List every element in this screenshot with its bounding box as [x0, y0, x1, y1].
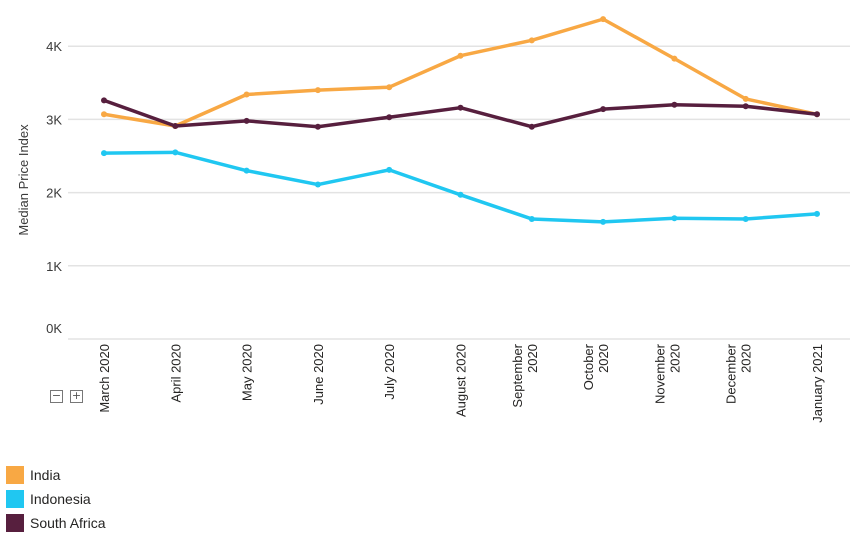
data-point: [101, 111, 107, 118]
collapse-icon[interactable]: −: [50, 389, 63, 403]
data-point: [528, 37, 535, 44]
data-point: [314, 181, 321, 188]
y-axis-label: Median Price Index: [16, 124, 31, 236]
legend-swatch-indonesia: [6, 490, 24, 508]
data-point: [386, 166, 393, 173]
data-point: [742, 103, 749, 110]
data-point: [243, 91, 250, 98]
legend-item-indonesia[interactable]: Indonesia: [6, 487, 106, 511]
data-point: [314, 87, 321, 94]
x-tick-label: March 2020: [97, 344, 112, 413]
expand-icon[interactable]: +: [70, 389, 83, 403]
y-tick-label: 0K: [46, 321, 62, 336]
x-tick-label: June 2020: [311, 344, 326, 405]
data-point: [528, 123, 535, 130]
data-point: [457, 191, 464, 198]
data-point: [671, 101, 678, 108]
x-tick-label: 2020: [667, 344, 682, 373]
data-point: [600, 106, 607, 113]
y-tick-label: 1K: [46, 259, 62, 274]
data-point: [528, 215, 535, 222]
x-tick-label: July 2020: [382, 344, 397, 400]
legend-label: Indonesia: [30, 491, 91, 507]
x-tick-label: January 2021: [810, 344, 825, 423]
x-tick-label: December: [724, 343, 739, 404]
data-point: [742, 95, 749, 102]
legend: India Indonesia South Africa: [6, 463, 106, 535]
data-point: [600, 218, 607, 225]
x-tick-label: 2020: [525, 344, 540, 373]
data-point: [457, 104, 464, 111]
y-tick-label: 2K: [46, 186, 62, 201]
data-point: [243, 167, 250, 174]
data-point: [243, 117, 250, 124]
x-tick-label: September: [510, 343, 525, 407]
data-point: [101, 97, 107, 104]
data-point: [386, 84, 393, 91]
legend-label: India: [30, 467, 61, 483]
x-tick-label: May 2020: [240, 344, 255, 401]
legend-item-south-africa[interactable]: South Africa: [6, 511, 106, 535]
data-point: [172, 122, 179, 129]
data-point: [457, 52, 464, 59]
data-point: [814, 210, 820, 217]
y-tick-label: 3K: [46, 112, 62, 127]
data-point: [671, 55, 678, 62]
x-tick-label: August 2020: [454, 344, 469, 417]
series-line-indonesia: [102, 150, 819, 224]
legend-label: South Africa: [30, 515, 106, 531]
data-point: [101, 150, 107, 157]
series-line-south-africa: [102, 98, 819, 129]
data-point: [172, 149, 179, 156]
legend-swatch-india: [6, 466, 24, 484]
x-tick-label: April 2020: [168, 344, 183, 403]
legend-swatch-south-africa: [6, 514, 24, 532]
legend-item-india[interactable]: India: [6, 463, 106, 487]
data-point: [671, 215, 678, 222]
data-point: [814, 111, 820, 118]
x-tick-label: 2020: [739, 344, 754, 373]
data-point: [314, 123, 321, 130]
y-tick-label: 4K: [46, 39, 62, 54]
x-tick-label: 2020: [596, 344, 611, 373]
data-point: [386, 114, 393, 121]
x-tick-label: November: [652, 343, 667, 404]
data-point: [600, 16, 607, 23]
x-tick-label: October: [581, 343, 596, 390]
data-point: [742, 215, 749, 222]
